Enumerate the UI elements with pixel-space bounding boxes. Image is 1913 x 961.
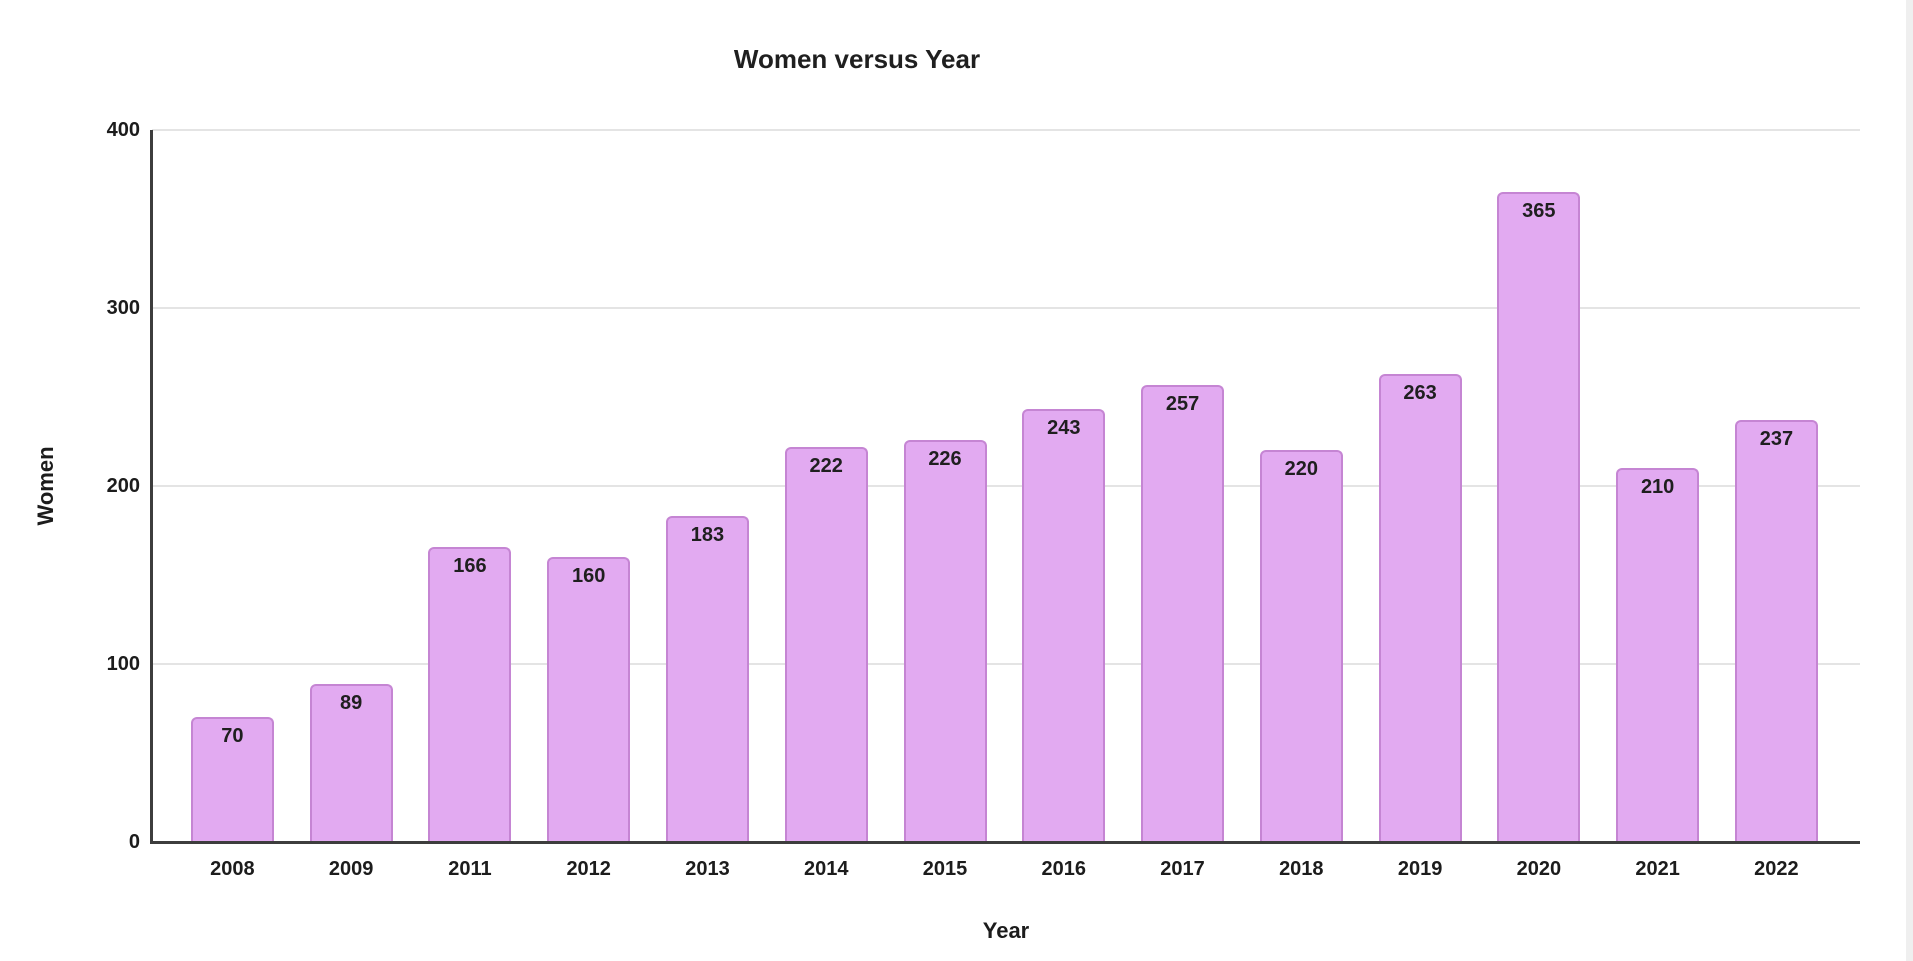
x-axis-tick-label: 2016: [1041, 858, 1087, 880]
x-axis-tick-label: 2015: [922, 858, 968, 880]
bar-2013: [665, 516, 749, 842]
bar-value-label: 210: [1640, 476, 1675, 499]
gridline-400: [152, 129, 1860, 131]
x-axis-tick-label: 2019: [1397, 858, 1443, 880]
x-axis-tick-label: 2018: [1279, 858, 1324, 880]
y-axis-tick-label: 300: [106, 297, 140, 319]
gridline-300: [152, 307, 1860, 309]
bar-2012: [547, 557, 631, 842]
x-axis-tick-label: 2017: [1160, 858, 1205, 880]
x-axis-tick-label: 2014: [803, 858, 849, 880]
bar-value-label: 160: [572, 565, 606, 588]
bar-value-label: 263: [1403, 381, 1437, 404]
bar-value-label: 70: [221, 725, 244, 748]
x-axis-line: [150, 841, 1860, 844]
y-axis-line: [150, 130, 153, 844]
gridline-200: [152, 485, 1860, 487]
bar-2009: [309, 683, 393, 842]
bar-2015: [903, 439, 987, 842]
x-axis-tick-label: 2013: [685, 858, 730, 880]
right-edge-strip: [1906, 0, 1913, 961]
bar-2019: [1378, 373, 1462, 842]
y-axis-tick-label: 400: [106, 119, 140, 141]
x-axis-tick-label: 2022: [1754, 858, 1799, 880]
bar-value-label: 89: [340, 691, 363, 714]
bar-value-label: 166: [453, 554, 487, 577]
bar-2022: [1734, 420, 1818, 842]
x-axis-tick-label: 2021: [1635, 858, 1680, 880]
bar-value-label: 257: [1165, 392, 1200, 415]
chart-title: Women versus Year: [733, 44, 981, 74]
bar-value-label: 220: [1284, 458, 1318, 481]
bar-value-label: 183: [690, 524, 725, 547]
bar-value-label: 365: [1522, 200, 1556, 223]
bar-2020: [1497, 192, 1581, 842]
x-axis-tick-label: 2008: [210, 858, 255, 880]
x-axis-tick-label: 2009: [328, 858, 374, 880]
bar-2008: [190, 717, 274, 842]
bar-value-label: 226: [928, 447, 962, 470]
bar-2017: [1141, 384, 1225, 842]
x-axis-title: Year: [982, 918, 1030, 943]
bar-value-label: 237: [1759, 428, 1794, 451]
bar-2014: [784, 446, 868, 842]
y-axis-tick-label: 0: [128, 831, 140, 853]
bar-value-label: 243: [1047, 417, 1081, 440]
bar-2021: [1616, 468, 1700, 842]
bar-2011: [428, 546, 512, 842]
bar-value-label: 222: [809, 454, 843, 477]
bar-2016: [1022, 409, 1106, 842]
gridline-100: [152, 663, 1860, 665]
bar-2018: [1259, 450, 1343, 842]
x-axis-tick-label: 2020: [1516, 858, 1562, 880]
x-axis-tick-label: 2011: [448, 858, 492, 880]
y-axis-tick-label: 100: [106, 653, 140, 675]
x-axis-tick-label: 2012: [566, 858, 611, 880]
y-axis-tick-label: 200: [106, 475, 140, 497]
